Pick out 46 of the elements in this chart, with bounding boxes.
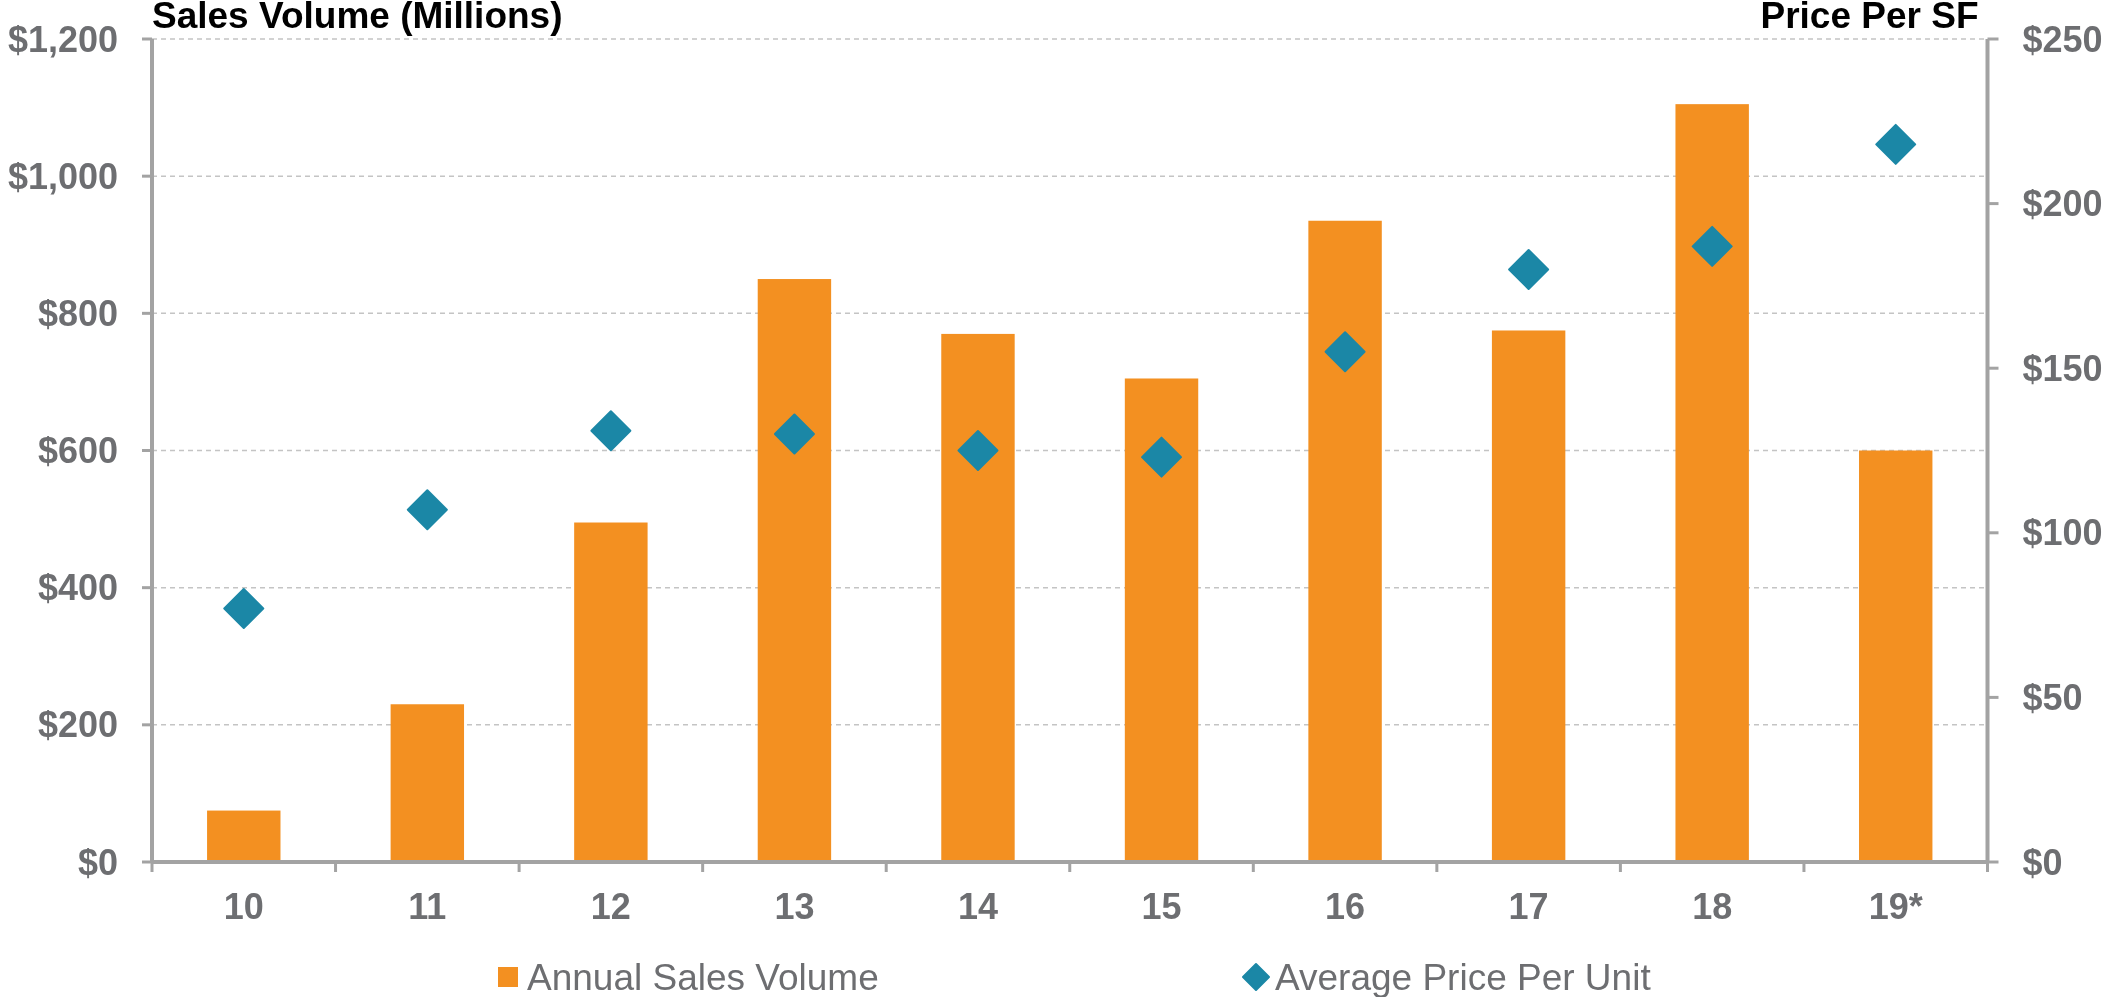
bar xyxy=(207,810,281,862)
y2-tick-label: $150 xyxy=(2022,347,2103,389)
x-tick-label: 17 xyxy=(1508,886,1549,927)
point xyxy=(773,413,815,455)
point xyxy=(590,410,632,452)
y-tick-label: $200 xyxy=(37,704,118,746)
point xyxy=(1508,248,1550,290)
y-tick-label: $1,000 xyxy=(7,155,118,197)
x-tick-label: 10 xyxy=(223,886,264,927)
y-tick-label: $600 xyxy=(37,430,118,472)
y2-tick-label: $100 xyxy=(2022,512,2103,554)
bar xyxy=(390,704,465,862)
bar xyxy=(1859,450,1933,862)
y2-tick-label: $250 xyxy=(2022,18,2103,60)
point xyxy=(223,588,265,630)
bar xyxy=(1124,378,1199,862)
point xyxy=(957,430,999,471)
bar xyxy=(757,279,832,862)
bar xyxy=(1308,220,1382,862)
bar xyxy=(1675,104,1749,862)
y-tick-label: $1,200 xyxy=(7,18,118,60)
y2-tick-label: $50 xyxy=(2022,677,2083,718)
x-tick-label: 12 xyxy=(590,886,631,927)
bar xyxy=(1491,330,1566,862)
x-tick-label: 19* xyxy=(1868,886,1923,927)
y-tick-label: $0 xyxy=(77,841,118,883)
x-tick-label: 11 xyxy=(408,886,447,927)
y-axis-title: Sales Volume (Millions) xyxy=(152,0,563,36)
point xyxy=(406,489,448,531)
legend-label: Annual Sales Volume xyxy=(527,956,879,997)
x-tick-label: 13 xyxy=(774,886,815,927)
x-tick-label: 14 xyxy=(957,886,998,927)
point xyxy=(1324,331,1366,373)
y2-tick-label: $0 xyxy=(2022,841,2063,883)
x-tick-label: 15 xyxy=(1141,886,1182,927)
point xyxy=(1691,225,1733,267)
y2-axis-title: Price Per SF xyxy=(1760,0,1979,36)
y-tick-label: $800 xyxy=(37,292,118,334)
bar xyxy=(574,522,648,862)
point xyxy=(1141,436,1183,478)
point xyxy=(1875,123,1917,165)
y-tick-label: $400 xyxy=(37,567,118,609)
bar xyxy=(941,333,1015,862)
y2-tick-label: $200 xyxy=(2022,183,2103,225)
x-tick-label: 16 xyxy=(1325,886,1366,927)
x-tick-label: 18 xyxy=(1692,886,1733,927)
